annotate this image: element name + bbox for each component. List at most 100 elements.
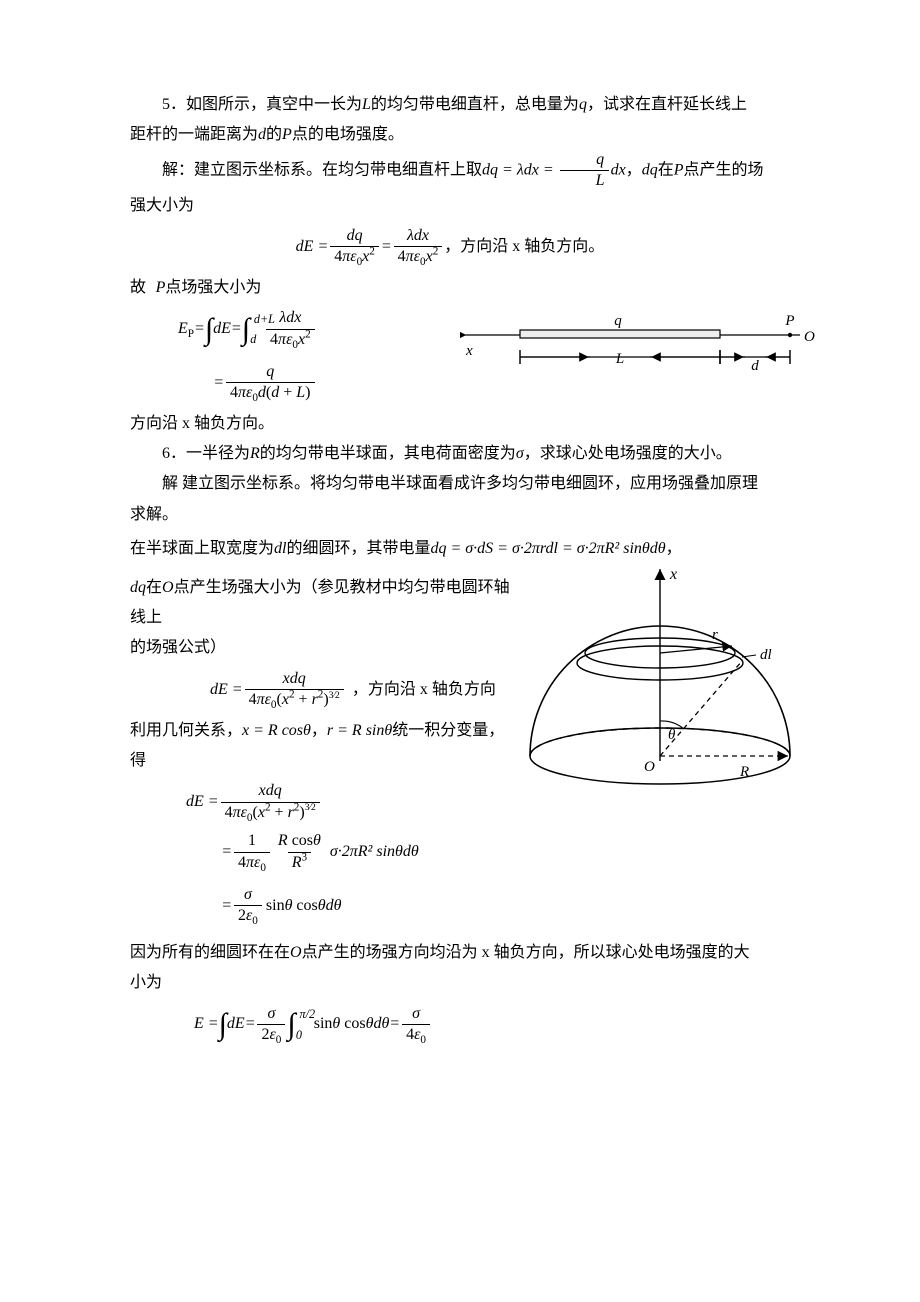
var-dl: dl xyxy=(274,540,286,557)
comma: ， xyxy=(311,722,327,739)
var-O: O xyxy=(290,944,302,961)
var-P: P xyxy=(156,279,166,296)
p6-eq5a: dE = xdq 4πε0(x2 + r2)3⁄2 xyxy=(130,782,510,822)
text: 建立图示坐标系。将均匀带电半球面看成许多均匀带电细圆环，应用场强叠加原理 xyxy=(178,475,758,492)
text: 在 xyxy=(146,579,162,596)
eq-x: x = R cosθ xyxy=(242,722,311,739)
integral-icon: ∫ xyxy=(219,1009,227,1039)
frac1: σ2ε0 xyxy=(257,1005,285,1045)
var-R: R xyxy=(250,445,260,462)
eq: = xyxy=(381,232,392,262)
svg-text:q: q xyxy=(614,313,622,329)
text: 点产生的场 xyxy=(683,161,763,178)
svg-text:O: O xyxy=(804,329,815,345)
rod-svg: P O x q L d xyxy=(460,307,820,379)
frac: xdq 4πε0(x2 + r2)3⁄2 xyxy=(221,782,320,822)
eq-ring: dq = σ·dS = σ·2πrdl = σ·2πR² sinθdθ xyxy=(430,540,665,557)
svg-text:d: d xyxy=(751,358,759,374)
p5-rod-diagram: P O x q L d xyxy=(460,307,820,390)
text: 的 xyxy=(266,126,282,143)
text: ， xyxy=(666,540,682,557)
text: 的细圆环，其带电量 xyxy=(286,540,430,557)
tail: sinθ cosθdθ xyxy=(266,891,342,921)
p6-geom: 利用几何关系，x = R cosθ，r = R sinθ统一积分变量，得 xyxy=(130,716,510,777)
lhs: dE = xyxy=(210,675,243,705)
p5-eq-EP: EP = ∫ dE = ∫dd+L λdx4πε0x2 xyxy=(130,309,430,349)
p5-direction: 方向沿 x 轴负方向。 xyxy=(130,409,810,439)
p6-sol-line1: 解 建立图示坐标系。将均匀带电半球面看成许多均匀带电细圆环，应用场强叠加原理 xyxy=(130,469,810,499)
svg-text:L: L xyxy=(615,351,624,367)
eq: = xyxy=(389,1009,400,1039)
svg-text:r: r xyxy=(712,627,718,643)
p6-dqO: dq在O点产生场强大小为（参见教材中均匀带电圆环轴线上 xyxy=(130,573,510,634)
text: ， xyxy=(626,161,642,178)
svg-text:x: x xyxy=(465,343,473,359)
p5-solution-line2: 强大小为 xyxy=(130,191,810,221)
lhs: dE = xyxy=(296,232,329,262)
frac: xdq 4πε0(x2 + r2)3⁄2 xyxy=(245,670,344,710)
integral-icon: ∫ xyxy=(205,314,213,344)
p6-concl-line1: 因为所有的细圆环在在O点产生的场强方向均沿为 x 轴负方向，所以球心处电场强度的… xyxy=(130,938,810,968)
eq-r: r = R sinθ xyxy=(327,722,392,739)
text: 故 xyxy=(130,279,146,296)
frac2: σ4ε0 xyxy=(402,1005,430,1045)
frac: σ2ε0 xyxy=(234,886,262,926)
tail: ，方向沿 x 轴负方向 xyxy=(352,675,496,705)
label-solution: 解： xyxy=(162,161,194,178)
frac2: R cosθR3 xyxy=(274,832,325,872)
text: 因为所有的细圆环在在 xyxy=(130,944,290,961)
eq-dx: dx xyxy=(611,161,626,178)
svg-text:O: O xyxy=(644,759,655,775)
p6-eq5c: = σ2ε0 sinθ cosθdθ xyxy=(130,886,510,926)
hemisphere-svg: x r dl θ O R xyxy=(510,561,810,801)
var-sigma: σ xyxy=(516,445,524,462)
p5-gu: 故P点场强大小为 xyxy=(130,273,810,303)
text: 的均匀带电半球面，其电荷面密度为 xyxy=(260,445,516,462)
frac-q-L: qL xyxy=(560,151,609,191)
var-O: O xyxy=(162,579,174,596)
p6-body-row: dq在O点产生场强大小为（参见教材中均匀带电圆环轴线上 的场强公式） dE = … xyxy=(130,565,810,932)
p5-eq-and-diagram-row: EP = ∫ dE = ∫dd+L λdx4πε0x2 = q4πε0d(d +… xyxy=(130,303,810,409)
eq: = xyxy=(231,314,242,344)
p5-eq-EP-result: = q4πε0d(d + L) xyxy=(130,363,430,403)
p5-eq-dE: dE = dq4πε0x2 = λdx4πε0x2 ，方向沿 x 轴负方向。 xyxy=(90,227,810,267)
text: ，试求在直杆延长线上 xyxy=(587,96,747,113)
text: 在 xyxy=(658,161,674,178)
lhs: E = xyxy=(194,1009,219,1039)
p6-question: 6．一半径为R的均匀带电半球面，其电荷面密度为σ，求球心处电场强度的大小。 xyxy=(130,439,810,469)
svg-text:R: R xyxy=(739,764,749,780)
text: 的均匀带电细直杆，总电量为 xyxy=(371,96,579,113)
p6-sol-line2: 求解。 xyxy=(130,500,810,530)
svg-text:θ: θ xyxy=(668,727,676,743)
p6-eq-final: E = ∫ dE = σ2ε0 ∫0π/2 sinθ cosθdθ = σ4ε0 xyxy=(130,1005,810,1045)
svg-text:x: x xyxy=(669,566,677,583)
text: 建立图示坐标系。在均匀带电细直杆上取 xyxy=(194,161,482,178)
tail: σ·2πR² sinθdθ xyxy=(330,837,419,867)
text: 距杆的一端距离为 xyxy=(130,126,258,143)
lhs: dE = xyxy=(186,787,219,817)
var-L: L xyxy=(362,96,371,113)
frac1: 14πε0 xyxy=(234,832,270,872)
eq: = xyxy=(245,1009,256,1039)
var-dq: dq xyxy=(642,161,658,178)
text: 5．如图所示，真空中一长为 xyxy=(162,96,362,113)
text: ，求球心处电场强度的大小。 xyxy=(524,445,732,462)
text: 6．一半径为 xyxy=(162,445,250,462)
label-solution: 解 xyxy=(162,475,178,492)
text: 点场强大小为 xyxy=(165,279,261,296)
integrand: sinθ cosθdθ xyxy=(314,1009,390,1039)
p5-solution-line1: 解：建立图示坐标系。在均匀带电细直杆上取dq = λdx = qLdx，dq在P… xyxy=(130,151,810,191)
p6-concl-line2: 小为 xyxy=(130,968,810,998)
var-dq: dq xyxy=(130,579,146,596)
p6-eq5b: = 14πε0 R cosθR3 σ·2πR² sinθdθ xyxy=(130,832,510,872)
svg-text:dl: dl xyxy=(760,647,772,663)
tail: ，方向沿 x 轴负方向。 xyxy=(444,232,604,262)
dE: dE xyxy=(213,314,231,344)
eq: = xyxy=(213,368,224,398)
eq: = xyxy=(221,837,232,867)
frac: q4πε0d(d + L) xyxy=(226,363,315,403)
integral-icon: ∫dd+L xyxy=(242,314,250,344)
p6-eq-dE1: dE = xdq 4πε0(x2 + r2)3⁄2 ，方向沿 x 轴负方向 xyxy=(130,670,510,710)
integral-icon: ∫0π/2 xyxy=(287,1009,295,1039)
svg-text:P: P xyxy=(784,313,794,329)
